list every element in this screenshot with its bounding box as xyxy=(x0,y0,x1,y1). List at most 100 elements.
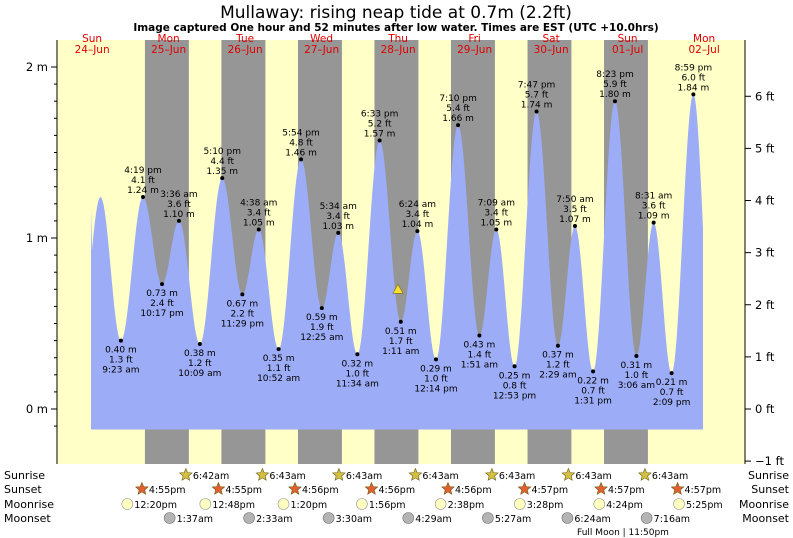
sunrise-time: 6:42am xyxy=(193,471,229,482)
day-date: 29–Jun xyxy=(457,44,492,56)
right-tick-label: 4 ft xyxy=(755,194,775,208)
sunrise-time: 6:43am xyxy=(652,471,688,482)
moonrise-moon-icon xyxy=(277,498,290,510)
tide-label-line: 8:31 am xyxy=(635,192,672,202)
moonrise-moon-icon xyxy=(356,498,368,510)
tide-label-line: 2.4 ft xyxy=(150,299,174,309)
tide-label-line: 0.35 m xyxy=(263,354,295,364)
tide-label-line: 3.4 ft xyxy=(406,210,430,220)
high-tide-point xyxy=(377,138,382,143)
day-labels: Sun24–JunMon25–JunTue26–JunWed27–JunThu2… xyxy=(75,33,720,56)
tide-label-line: 0.25 m xyxy=(499,371,531,381)
tide-label-line: 1.80 m xyxy=(599,90,631,100)
high-tide-point xyxy=(141,194,146,199)
low-tide-label: 0.51 m1.7 ft1:11 am xyxy=(382,327,419,357)
high-tide-label: 5:10 pm4.4 ft1.35 m xyxy=(203,147,241,177)
tide-label-line: 0.7 ft xyxy=(660,388,684,398)
tide-label-line: 1:11 am xyxy=(382,347,419,357)
moonrise-moon-icon xyxy=(121,498,134,510)
moonrise-time: 1:56pm xyxy=(369,500,406,511)
sunrise-star-icon xyxy=(637,467,652,481)
moonrise-time: 5:25pm xyxy=(686,500,723,511)
tide-label-line: 7:50 am xyxy=(556,195,593,205)
high-tide-label: 6:33 pm5.2 ft1.57 m xyxy=(361,110,399,140)
moonset-moon-icon xyxy=(402,512,415,524)
sunset-star-icon xyxy=(364,481,379,495)
moonset-moon-icon xyxy=(561,512,574,524)
moonrise-moon-icon xyxy=(434,498,447,510)
tide-label-line: 1.2 ft xyxy=(188,359,212,369)
right-tick-label: 2 ft xyxy=(755,298,775,312)
low-tide-label: 0.43 m1.4 ft1:51 am xyxy=(461,340,498,370)
moonrise-moon-icon xyxy=(514,498,526,510)
tide-label-line: 1.0 ft xyxy=(625,371,649,381)
high-tide-label: 7:10 pm5.4 ft1.66 m xyxy=(439,94,477,124)
sunset-label-right: Sunset xyxy=(751,483,789,496)
sunset-time: 4:57pm xyxy=(608,485,645,496)
tide-label-line: 8:59 pm xyxy=(675,63,713,73)
low-tide-point xyxy=(634,353,639,358)
low-tide-point xyxy=(240,292,245,297)
tide-label-line: 3.4 ft xyxy=(247,208,271,218)
sunset-star-icon xyxy=(441,481,455,495)
sunset-time: 4:55pm xyxy=(149,485,186,496)
day-date: 26–Jun xyxy=(228,44,263,56)
high-tide-label: 5:34 am3.4 ft1.03 m xyxy=(320,202,357,232)
moonset-moon-icon xyxy=(243,512,255,524)
high-tide-label: 4:38 am3.4 ft1.05 m xyxy=(240,198,277,228)
tide-label-line: 4.8 ft xyxy=(289,138,313,148)
sunset-star-icon xyxy=(211,481,226,495)
sunrise-label-right: Sunrise xyxy=(748,469,789,482)
sunrise-time: 6:43am xyxy=(346,471,382,482)
day-date: 01–Jul xyxy=(612,44,643,56)
tide-label-line: 0.73 m xyxy=(146,289,178,299)
tide-label-line: 0.7 ft xyxy=(581,386,605,396)
sunrise-time: 6:43am xyxy=(499,471,535,482)
sunset-time: 4:57pm xyxy=(685,485,722,496)
right-tick-label: 0 ft xyxy=(755,402,775,416)
moonrise-time: 3:28pm xyxy=(527,500,564,511)
high-tide-point xyxy=(299,157,304,162)
tide-label-line: 0.29 m xyxy=(420,364,452,374)
moonset-time: 4:29am xyxy=(415,514,451,525)
day-date: 30–Jun xyxy=(534,44,569,56)
sunset-time: 4:56pm xyxy=(302,485,339,496)
high-tide-label: 3:36 am3.6 ft1.10 m xyxy=(160,190,197,220)
tide-label-line: 11:34 am xyxy=(336,379,379,389)
tide-label-line: 1.1 ft xyxy=(267,364,291,374)
low-tide-point xyxy=(555,343,560,348)
tide-label-line: 4:19 pm xyxy=(124,166,162,176)
moonset-time: 1:37am xyxy=(177,514,213,525)
tide-label-line: 0.40 m xyxy=(105,346,137,356)
sunset-label-left: Sunset xyxy=(4,483,42,496)
low-tide-point xyxy=(160,282,165,287)
tide-label-line: 5.4 ft xyxy=(446,104,470,114)
tide-label-line: 7:47 pm xyxy=(518,80,556,90)
moonset-moon-icon xyxy=(163,512,176,524)
tide-label-line: 1.24 m xyxy=(127,186,159,196)
tide-label-line: 4.1 ft xyxy=(131,176,155,186)
tide-label-line: 1:31 pm xyxy=(574,396,612,406)
sunset-star-icon xyxy=(670,481,685,495)
low-tide-label: 0.31 m1.0 ft3:06 am xyxy=(618,361,655,391)
high-tide-label: 4:19 pm4.1 ft1.24 m xyxy=(124,166,162,196)
tide-label-line: 1.7 ft xyxy=(389,337,413,347)
day-name: Sat xyxy=(543,33,560,45)
high-tide-label: 7:47 pm5.7 ft1.74 m xyxy=(518,80,556,110)
sunset-time: 4:56pm xyxy=(378,485,415,496)
sunset-star-icon xyxy=(134,481,149,495)
tide-label-line: 3:06 am xyxy=(618,381,655,391)
tide-label-line: 11:29 pm xyxy=(221,319,264,329)
tide-label-line: 0.59 m xyxy=(306,313,338,323)
day-date: 24–Jun xyxy=(75,44,110,56)
low-tide-point xyxy=(118,338,123,343)
tide-label-line: 0.37 m xyxy=(542,351,574,361)
high-tide-point xyxy=(256,227,261,232)
right-tick-label: 3 ft xyxy=(755,246,775,260)
tide-label-line: 4:38 am xyxy=(240,198,277,208)
tide-label-line: 6:24 am xyxy=(399,200,436,210)
right-tick-label: 1 ft xyxy=(755,350,775,364)
